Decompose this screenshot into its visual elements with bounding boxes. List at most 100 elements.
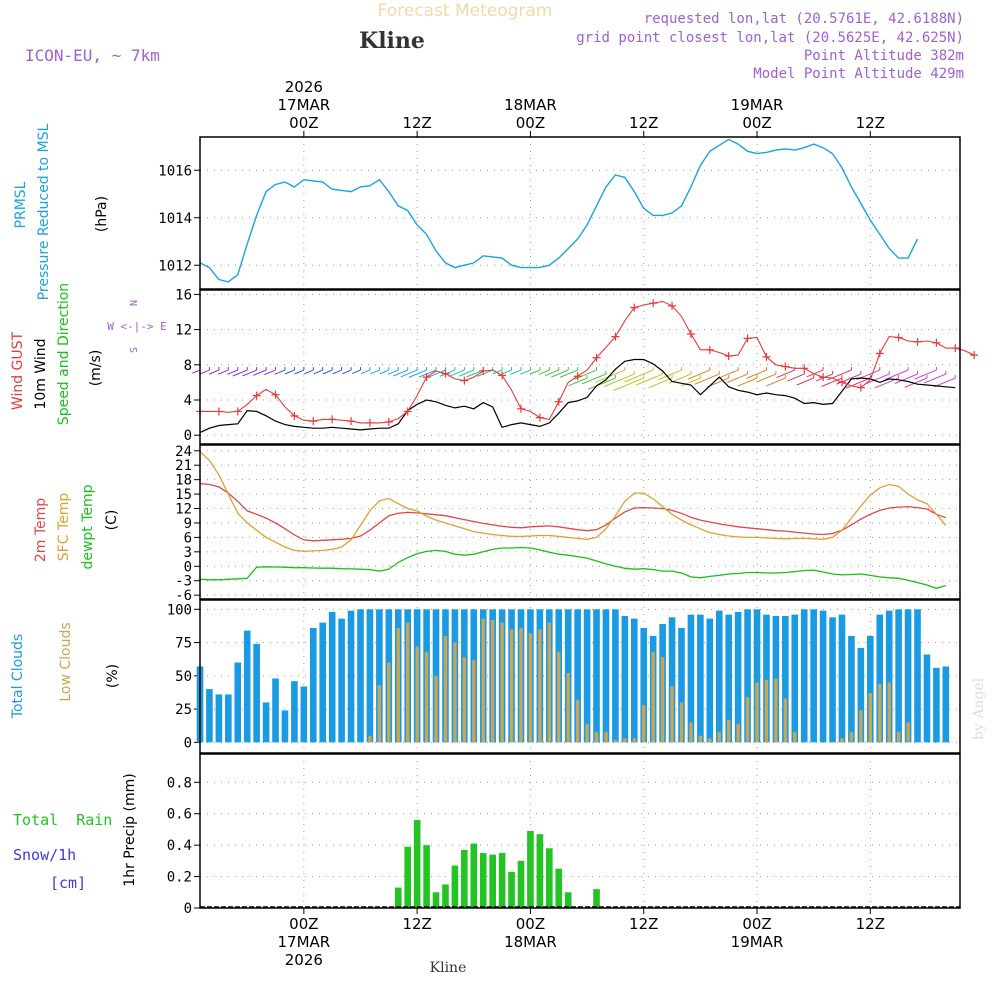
wind-direction-arrow (581, 373, 607, 385)
low-cloud-bar (462, 657, 467, 743)
y-tick-label: 100 (167, 602, 192, 618)
low-cloud-bar (764, 679, 769, 743)
low-cloud-bar (434, 675, 438, 743)
low-cloud-bar (887, 682, 891, 743)
total-cloud-bar (687, 614, 695, 743)
rain-bar (517, 860, 525, 908)
bottom-axis-label: 17MAR (277, 933, 330, 951)
low-cloud-bar (745, 697, 750, 743)
y-tick-label: 9 (184, 516, 192, 532)
panel-frame (199, 599, 961, 754)
rain-bar (555, 868, 563, 908)
gust-point (214, 407, 223, 416)
y-tick-label: 75 (175, 636, 192, 652)
wind-direction-arrow (387, 369, 399, 375)
gust-point (630, 303, 639, 312)
low-cloud-bar (660, 657, 665, 743)
wind-direction-arrow (821, 377, 843, 387)
low-cloud-bar (424, 651, 429, 743)
wind-direction-arrow (200, 369, 210, 375)
gust-point (233, 407, 242, 416)
plots-layer: 1012101410160481216-6-303691215182124025… (158, 78, 979, 969)
gust-point (592, 353, 601, 362)
low-cloud-bar (528, 633, 533, 743)
low-cloud-bar (490, 619, 495, 743)
wind-direction-arrow (208, 369, 220, 375)
cloud-labels: Total Clouds Low Clouds (%) (10, 622, 121, 719)
wind-direction-arrow (294, 369, 305, 375)
top-axis-label: 2026 (285, 78, 323, 96)
total-cloud-bar (725, 614, 732, 743)
cloud-label-low: Low Clouds (58, 622, 74, 701)
total-cloud-bar (593, 609, 600, 743)
precip-label-snow: Snow/1h (13, 846, 76, 864)
wind-direction-arrow (530, 369, 541, 375)
gust-point (668, 301, 677, 310)
low-cloud-bar (793, 731, 797, 743)
low-cloud-bar (613, 739, 618, 743)
y-tick-label: 16 (175, 287, 192, 303)
total-cloud-bar (319, 622, 327, 743)
gust-point (611, 332, 620, 341)
compass-we: W <-|-> E (107, 320, 167, 333)
temp-unit: (C) (104, 510, 120, 531)
gust-point (271, 390, 280, 399)
rain-bar (432, 892, 440, 908)
rain-bar (536, 834, 544, 908)
total-cloud-bar (328, 611, 336, 743)
watermark: by Angel (971, 677, 987, 740)
wind-direction-arrow (588, 377, 616, 390)
y-tick-label: 21 (175, 458, 192, 474)
low-cloud-bar (453, 642, 457, 743)
low-cloud-bar (406, 622, 410, 743)
rain-bar (470, 843, 478, 908)
gust-point (535, 413, 544, 422)
top-axis-label: 12Z (402, 114, 431, 132)
wind-direction-arrow (408, 369, 427, 378)
total-cloud-bar (867, 635, 874, 743)
wind-direction-arrow (253, 369, 267, 376)
wind-direction-arrow (694, 373, 720, 385)
wind-direction-arrow (551, 369, 569, 378)
y-tick-label: 0.4 (167, 838, 192, 854)
wind-direction-arrow (796, 377, 814, 386)
gust-point (422, 373, 431, 382)
y-tick-label: 50 (175, 669, 192, 685)
total-cloud-bar (583, 609, 591, 743)
total-cloud-bar (630, 618, 638, 743)
wind-direction-arrow (284, 369, 295, 375)
total-cloud-bar (357, 609, 364, 743)
rain-bar (479, 853, 487, 908)
sfc-temp-series-line (199, 451, 947, 553)
wind-direction-arrow (595, 369, 626, 383)
low-cloud-bar (500, 622, 504, 743)
total-cloud-bar (347, 610, 355, 743)
temp-2m-series-line (199, 482, 947, 542)
total-cloud-bar (225, 694, 232, 743)
total-cloud-bar (612, 609, 619, 743)
wind-direction-arrow (776, 369, 795, 379)
wind-direction-arrow (544, 369, 559, 377)
wind-direction-arrow (476, 369, 493, 377)
footer-location: Kline (430, 960, 467, 976)
rain-bar (489, 854, 496, 908)
wind-direction-arrow (192, 369, 201, 374)
total-cloud-bar (942, 666, 950, 743)
gust-point (441, 369, 450, 378)
wind-direction-arrow (400, 369, 418, 378)
gust-point (894, 333, 903, 342)
temp-label-sfc: SFC Temp (56, 493, 72, 562)
gust-point (498, 371, 507, 380)
gust-point (951, 344, 960, 353)
panel-pressure: 1012 1014 1016 (158, 136, 961, 290)
rain-bar (404, 846, 412, 908)
total-cloud-bar (253, 643, 260, 743)
gust-point (762, 352, 771, 361)
wind-direction-arrow (418, 369, 437, 378)
low-cloud-bar (575, 699, 580, 743)
low-cloud-bar (632, 738, 636, 743)
wind-labels: Wind GUST 10m Wind Speed and Direction (… (10, 283, 167, 425)
low-cloud-bar (566, 673, 570, 743)
